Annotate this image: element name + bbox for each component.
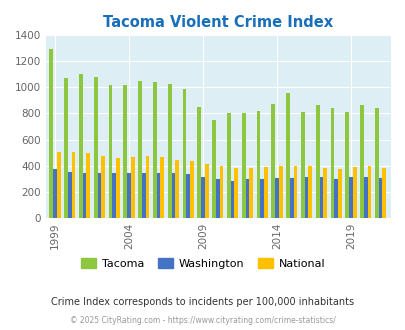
Bar xyxy=(245,179,249,218)
Bar xyxy=(330,108,334,218)
Bar xyxy=(212,120,215,218)
Text: © 2025 CityRating.com - https://www.cityrating.com/crime-statistics/: © 2025 CityRating.com - https://www.city… xyxy=(70,316,335,325)
Bar xyxy=(249,168,252,218)
Bar xyxy=(315,105,319,218)
Bar xyxy=(275,178,278,218)
Bar xyxy=(182,89,186,218)
Bar xyxy=(49,49,53,218)
Bar xyxy=(175,160,179,218)
Bar xyxy=(230,181,234,218)
Bar xyxy=(116,158,119,218)
Bar xyxy=(156,173,160,218)
Bar xyxy=(112,173,116,218)
Bar xyxy=(53,169,57,218)
Bar xyxy=(64,78,68,218)
Bar xyxy=(260,179,263,218)
Bar xyxy=(286,93,289,218)
Bar xyxy=(293,166,296,218)
Bar xyxy=(94,77,97,218)
Bar xyxy=(79,74,83,218)
Bar xyxy=(130,157,134,218)
Bar xyxy=(322,168,326,218)
Bar xyxy=(337,169,341,218)
Bar xyxy=(197,107,200,218)
Bar xyxy=(142,173,145,218)
Bar xyxy=(352,167,356,218)
Bar xyxy=(256,111,260,218)
Bar xyxy=(226,114,230,218)
Bar xyxy=(215,179,219,218)
Bar xyxy=(374,108,378,218)
Bar xyxy=(86,153,90,218)
Bar xyxy=(359,105,363,218)
Bar xyxy=(71,152,75,218)
Bar xyxy=(219,166,223,218)
Bar xyxy=(334,179,337,218)
Bar xyxy=(123,85,127,218)
Text: Crime Index corresponds to incidents per 100,000 inhabitants: Crime Index corresponds to incidents per… xyxy=(51,297,354,307)
Bar xyxy=(348,177,352,218)
Bar xyxy=(186,174,190,218)
Bar xyxy=(241,114,245,218)
Bar xyxy=(304,177,308,218)
Bar xyxy=(160,157,164,218)
Bar xyxy=(97,173,101,218)
Bar xyxy=(345,112,348,218)
Bar xyxy=(200,177,205,218)
Bar xyxy=(145,156,149,218)
Bar xyxy=(171,173,175,218)
Title: Tacoma Violent Crime Index: Tacoma Violent Crime Index xyxy=(103,15,333,30)
Bar xyxy=(153,82,156,218)
Bar xyxy=(234,168,238,218)
Bar xyxy=(301,112,304,218)
Bar xyxy=(57,152,60,218)
Bar xyxy=(138,81,142,218)
Bar xyxy=(68,172,71,218)
Bar xyxy=(319,177,322,218)
Bar xyxy=(308,166,311,218)
Bar xyxy=(382,168,385,218)
Bar xyxy=(289,178,293,218)
Bar xyxy=(109,85,112,218)
Bar xyxy=(363,177,367,218)
Bar xyxy=(367,166,371,218)
Bar xyxy=(378,178,382,218)
Bar xyxy=(83,173,86,218)
Legend: Tacoma, Washington, National: Tacoma, Washington, National xyxy=(76,254,329,273)
Bar xyxy=(205,164,208,218)
Bar xyxy=(127,173,130,218)
Bar xyxy=(190,161,193,218)
Bar xyxy=(271,104,275,218)
Bar xyxy=(263,167,267,218)
Bar xyxy=(167,84,171,218)
Bar xyxy=(278,166,282,218)
Bar xyxy=(101,156,104,218)
